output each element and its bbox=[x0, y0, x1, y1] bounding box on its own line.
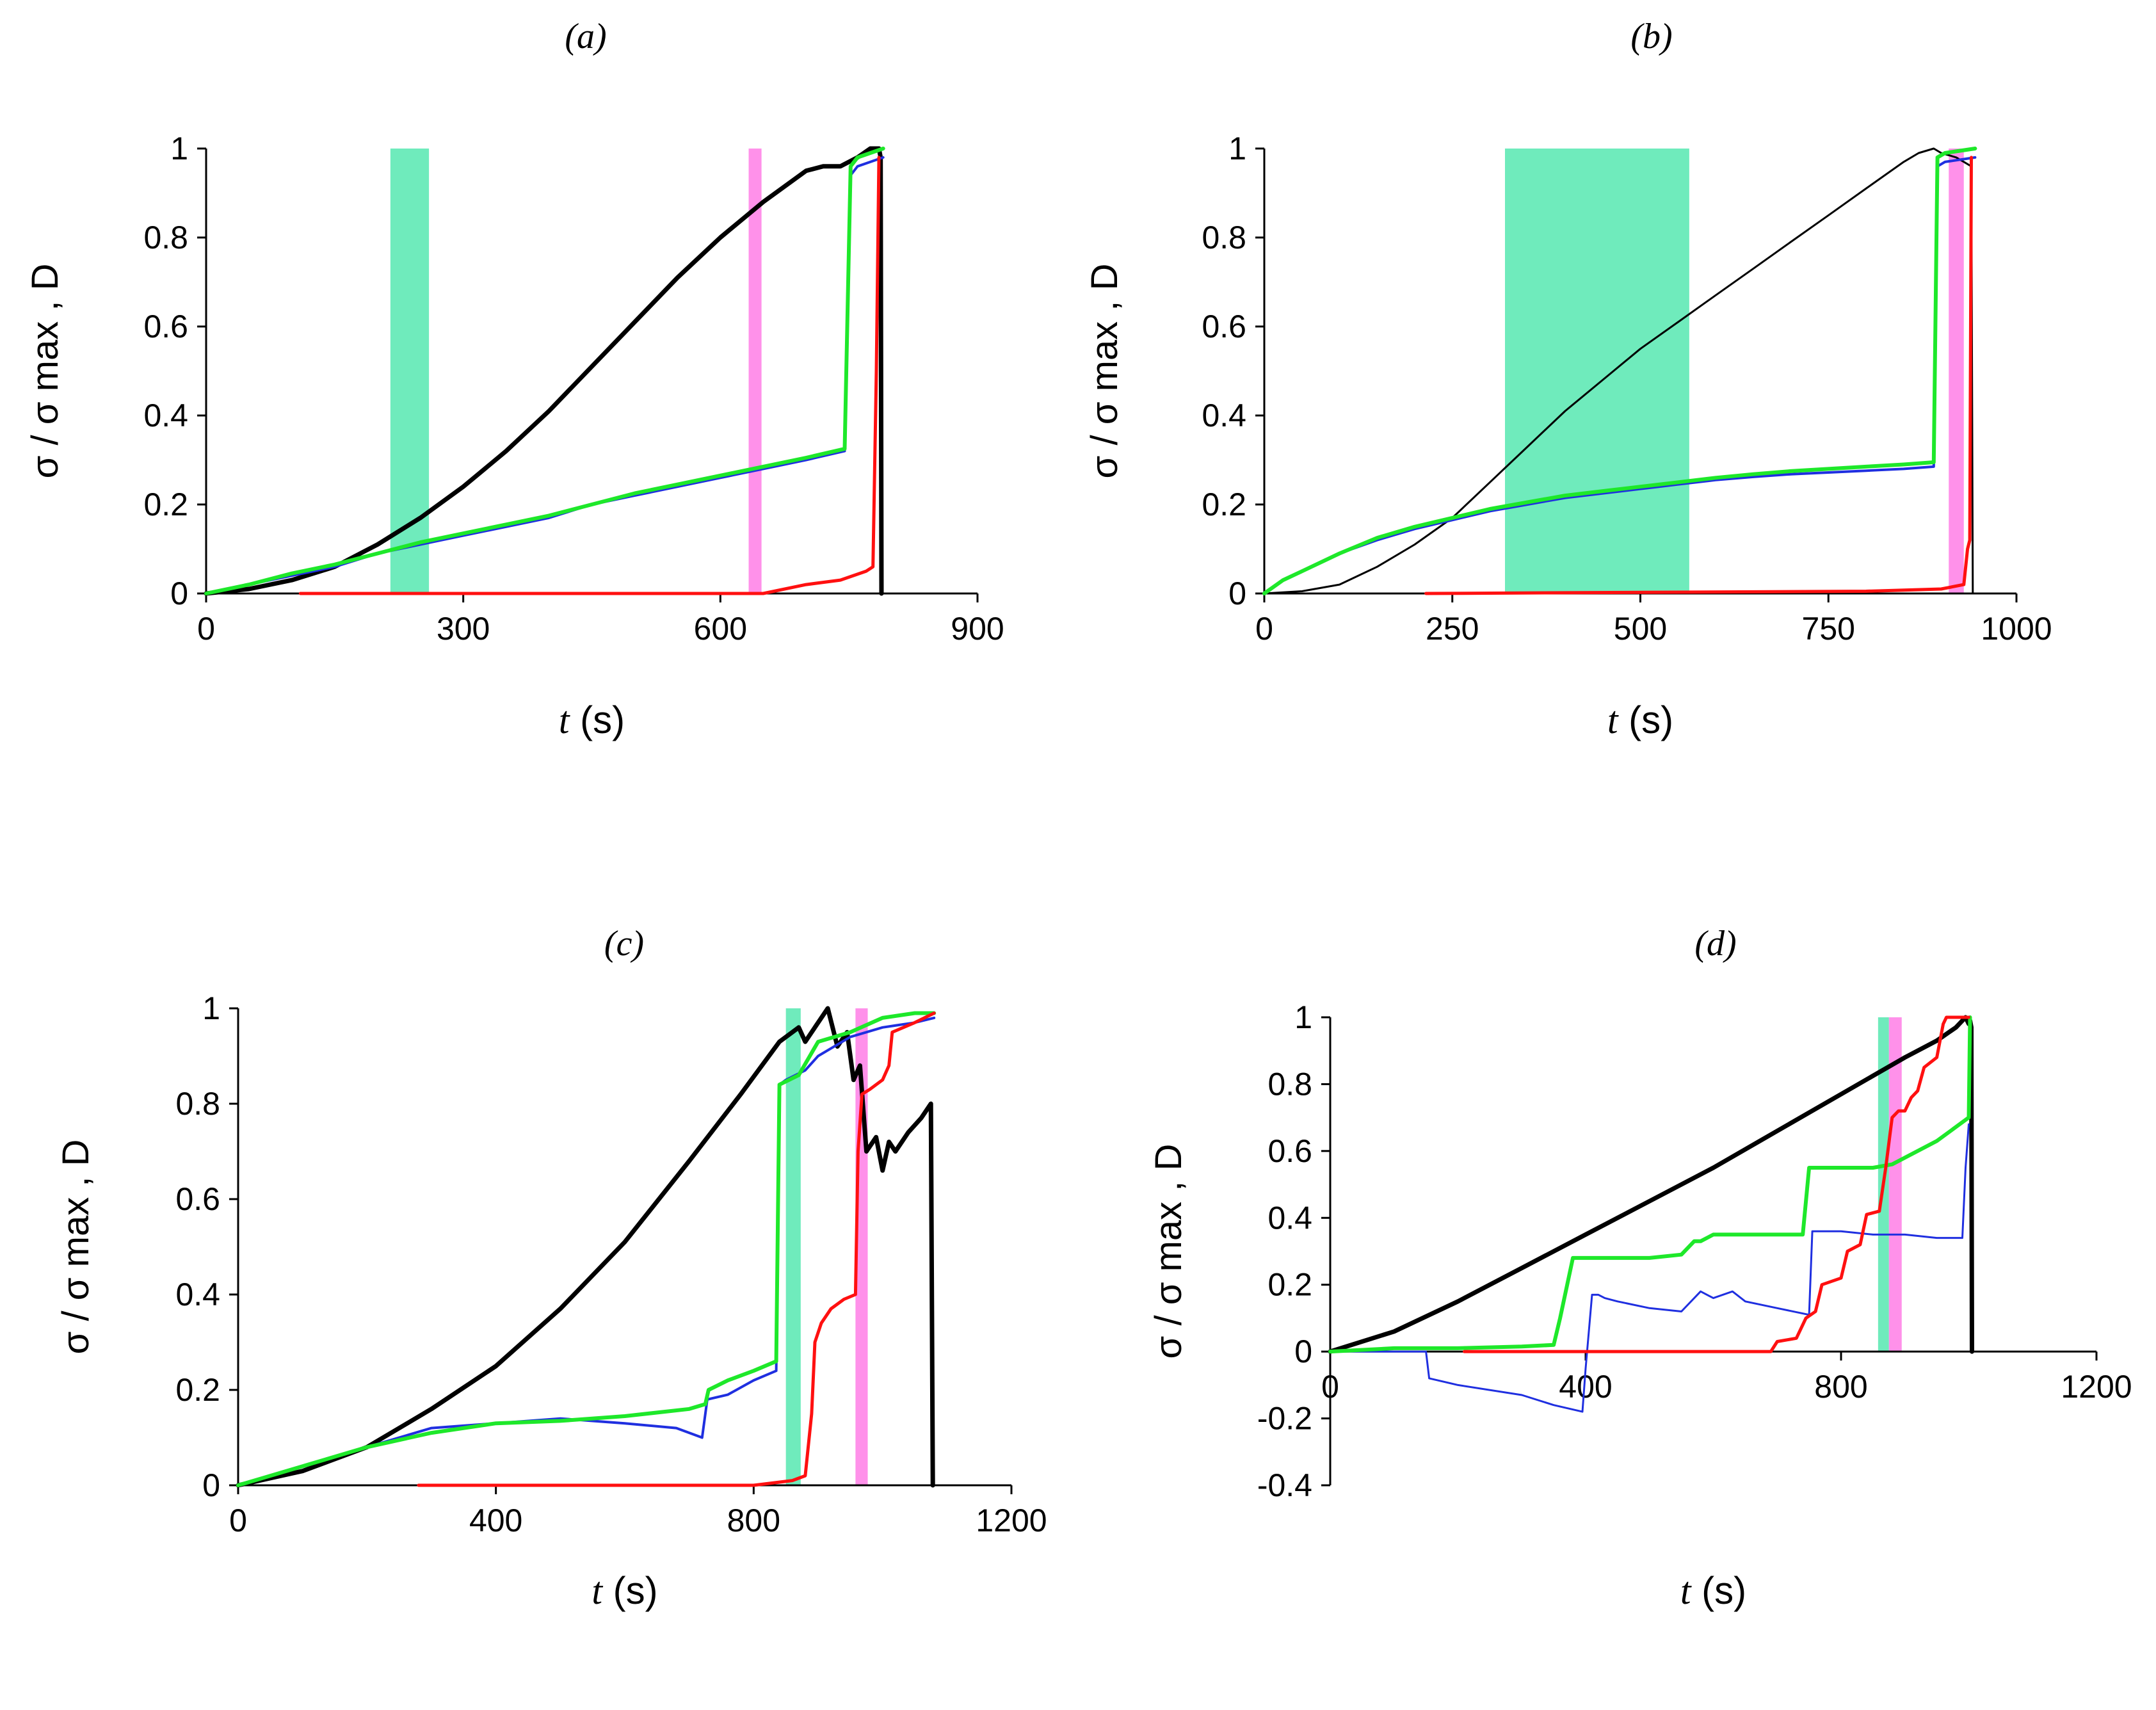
panel-d-y-tick-label: -0.2 bbox=[1257, 1401, 1312, 1437]
panel-b-y-tick-label: 0.8 bbox=[1202, 220, 1246, 255]
panel-c-band-green bbox=[785, 1008, 801, 1485]
panel-b-x-tick-label: 0 bbox=[1255, 611, 1273, 647]
panel-d-x-tick-label: 1200 bbox=[2061, 1369, 2132, 1405]
panel-b-band-pink bbox=[1949, 149, 1964, 593]
panel-c-x-tick-label: 800 bbox=[727, 1503, 780, 1538]
panel-d-title: (d) bbox=[1694, 924, 1736, 964]
panel-c-series-damage-red bbox=[417, 1012, 936, 1487]
panel-b-y-tick-label: 1 bbox=[1228, 131, 1246, 166]
panel-d-y-tick-label: 0.8 bbox=[1267, 1066, 1312, 1102]
panel-d-y-tick-label: 1 bbox=[1294, 999, 1312, 1035]
panel-c-x-tick-label: 400 bbox=[469, 1503, 522, 1538]
panel-b-x-tick-label: 500 bbox=[1614, 611, 1667, 647]
panel-d-y-label: σ / σ max , D bbox=[1148, 1144, 1189, 1359]
panel-c: (c) 0 0.2 0.4 0.6 0.8 1 0 400 800 1200 t (s) σ / σ m… bbox=[55, 924, 1047, 1612]
panel-c-x-tick-label: 0 bbox=[229, 1503, 247, 1538]
panel-d-y-tick-label: 0 bbox=[1294, 1334, 1312, 1369]
panel-b-y-label: σ / σ max , D bbox=[1084, 264, 1125, 479]
panel-a-band-pink bbox=[748, 149, 762, 593]
panel-b-y-tick-label: 0.4 bbox=[1202, 398, 1246, 433]
panel-b: (b) 0 0.2 0.4 0.6 0.8 1 0 250 500 750 1000 t (s) σ / … bbox=[1084, 17, 2052, 741]
panel-d-y-tick-label: 0.6 bbox=[1267, 1133, 1312, 1169]
panel-a-y-label: σ / σ max , D bbox=[24, 264, 66, 479]
panel-c-x-tick-label: 1200 bbox=[976, 1503, 1047, 1538]
panel-c-x-label: t (s) bbox=[591, 1569, 657, 1612]
panel-b-band-green bbox=[1505, 149, 1689, 593]
panel-d-series-damage-red bbox=[1463, 1015, 1970, 1353]
panel-a-y-tick-label: 0 bbox=[170, 576, 188, 611]
panel-b-x-tick-label: 750 bbox=[1802, 611, 1855, 647]
panel-a-y-tick-label: 0.2 bbox=[143, 487, 188, 522]
panel-b-x-tick-label: 250 bbox=[1426, 611, 1479, 647]
panel-b-y-tick-label: 0 bbox=[1228, 576, 1246, 611]
panel-c-series-stress bbox=[236, 1006, 935, 1488]
panel-d-y-tick-label: 0.4 bbox=[1267, 1200, 1312, 1236]
panel-a-x-tick-label: 600 bbox=[694, 611, 747, 647]
panel-a-x-label: t (s) bbox=[559, 698, 625, 741]
panel-d-band-pink bbox=[1888, 1017, 1902, 1352]
panel-b-series-stress bbox=[1263, 147, 1974, 595]
panel-d-x-label: t (s) bbox=[1680, 1569, 1746, 1612]
panel-b-y-tick-label: 0.2 bbox=[1202, 487, 1246, 522]
panel-c-y-tick-label: 1 bbox=[202, 990, 220, 1026]
panel-a-x-tick-label: 300 bbox=[437, 611, 490, 647]
panel-a-band-green bbox=[390, 149, 430, 593]
panel-d-x-tick-label: 800 bbox=[1814, 1369, 1867, 1405]
panel-d-x-tick-label: 0 bbox=[1321, 1369, 1339, 1405]
panel-d-series-damage-blue bbox=[1329, 1123, 1970, 1413]
panel-b-x-tick-label: 1000 bbox=[1981, 611, 2052, 647]
panel-c-y-label: σ / σ max , D bbox=[55, 1140, 97, 1355]
panel-b-x-label: t (s) bbox=[1607, 698, 1673, 741]
panel-b-series-damage-red bbox=[1424, 156, 1973, 595]
panel-a-y-tick-label: 0.8 bbox=[143, 220, 188, 255]
panel-b-series-damage-green bbox=[1262, 147, 1977, 595]
panel-a: (a) 0 0.2 0.4 0.6 0.8 1 0 300 600 900 t (s) σ / σ ma… bbox=[24, 17, 1004, 741]
panel-c-y-tick-label: 0.2 bbox=[175, 1372, 220, 1408]
panel-d-y-tick-label: 0.2 bbox=[1267, 1267, 1312, 1303]
panel-d-y-tick-label: -0.4 bbox=[1257, 1467, 1312, 1503]
panel-a-y-tick-label: 0.4 bbox=[143, 398, 188, 433]
panel-b-title: (b) bbox=[1630, 17, 1672, 56]
panel-d-series-damage-green bbox=[1328, 1015, 1972, 1354]
panel-a-y-tick-label: 0.6 bbox=[143, 309, 188, 344]
panel-a-series-damage-green bbox=[204, 147, 885, 595]
panel-c-y-tick-label: 0.8 bbox=[175, 1086, 220, 1122]
panel-a-title: (a) bbox=[565, 17, 606, 56]
panel-c-y-tick-label: 0.6 bbox=[175, 1181, 220, 1217]
panel-c-y-tick-label: 0.4 bbox=[175, 1277, 220, 1312]
panel-a-x-tick-label: 900 bbox=[951, 611, 1004, 647]
panel-a-y-tick-label: 1 bbox=[170, 131, 188, 166]
panel-c-series-damage-blue bbox=[237, 1016, 936, 1487]
panel-c-series-damage-green bbox=[236, 1011, 937, 1487]
panel-b-y-tick-label: 0.6 bbox=[1202, 309, 1246, 344]
panel-a-x-tick-label: 0 bbox=[197, 611, 215, 647]
panel-c-y-tick-label: 0 bbox=[202, 1467, 220, 1503]
panel-c-title: (c) bbox=[604, 924, 644, 964]
panel-a-series-damage-red bbox=[298, 156, 881, 595]
panel-a-series-stress bbox=[204, 146, 884, 596]
